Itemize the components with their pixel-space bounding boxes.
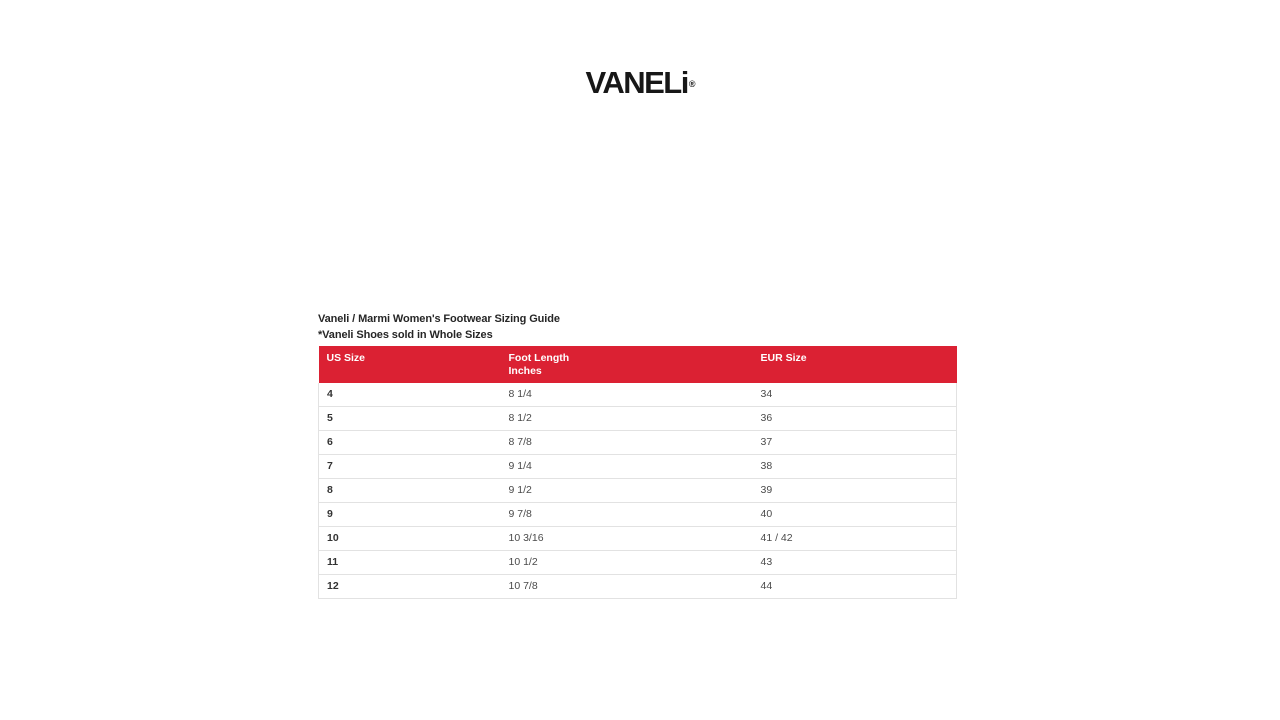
cell-eur-size: 44	[752, 574, 957, 599]
cell-us-size: 9	[318, 502, 501, 527]
cell-eur-size: 36	[752, 406, 957, 431]
sizing-guide-subtitle: *Vaneli Shoes sold in Whole Sizes	[318, 329, 493, 341]
table-header-row: US Size Foot Length Inches EUR Size	[318, 346, 957, 383]
cell-eur-size: 40	[752, 502, 957, 527]
sizing-guide: Vaneli / Marmi Women's Footwear Sizing G…	[318, 311, 957, 599]
column-header-foot-length-line2: Inches	[508, 365, 542, 377]
cell-eur-size: 37	[752, 430, 957, 455]
cell-foot-length-inches: 9 1/2	[500, 478, 753, 503]
cell-foot-length-inches: 9 7/8	[500, 502, 753, 527]
table-row: 11 10 1/2 43	[318, 550, 957, 575]
table-row: 10 10 3/16 41 / 42	[318, 526, 957, 551]
cell-eur-size: 41 / 42	[752, 526, 957, 551]
column-header-eur-size: EUR Size	[752, 346, 957, 383]
column-header-foot-length-line1: Foot Length	[508, 352, 570, 364]
cell-us-size: 8	[318, 478, 501, 503]
cell-us-size: 12	[318, 574, 501, 599]
cell-foot-length-inches: 8 7/8	[500, 430, 753, 455]
cell-foot-length-inches: 10 3/16	[500, 526, 753, 551]
cell-foot-length-inches: 8 1/4	[500, 383, 753, 407]
cell-eur-size: 39	[752, 478, 957, 503]
cell-us-size: 10	[318, 526, 501, 551]
cell-us-size: 7	[318, 454, 501, 479]
cell-foot-length-inches: 10 1/2	[500, 550, 753, 575]
column-header-us-size: US Size	[318, 346, 501, 383]
cell-eur-size: 38	[752, 454, 957, 479]
column-header-foot-length: Foot Length Inches	[500, 346, 753, 383]
cell-us-size: 11	[318, 550, 501, 575]
registered-trademark-symbol: ®	[688, 79, 696, 89]
cell-foot-length-inches: 9 1/4	[500, 454, 753, 479]
cell-eur-size: 43	[752, 550, 957, 575]
brand-logo-text: VANELi	[585, 65, 689, 100]
cell-us-size: 4	[318, 383, 501, 407]
table-row: 12 10 7/8 44	[318, 574, 957, 599]
sizing-guide-title: Vaneli / Marmi Women's Footwear Sizing G…	[318, 313, 560, 325]
cell-foot-length-inches: 8 1/2	[500, 406, 753, 431]
cell-foot-length-inches: 10 7/8	[500, 574, 753, 599]
cell-eur-size: 34	[752, 383, 957, 407]
cell-us-size: 6	[318, 430, 501, 455]
cell-us-size: 5	[318, 406, 501, 431]
brand-logo: VANELi®	[0, 66, 1280, 99]
